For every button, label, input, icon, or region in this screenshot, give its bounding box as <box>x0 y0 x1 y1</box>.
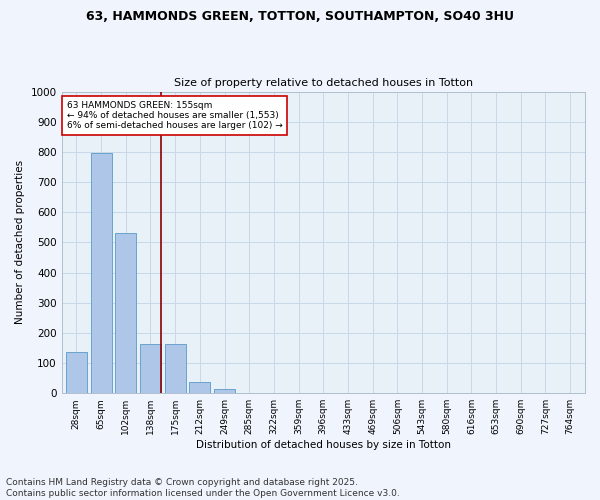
X-axis label: Distribution of detached houses by size in Totton: Distribution of detached houses by size … <box>196 440 451 450</box>
Title: Size of property relative to detached houses in Totton: Size of property relative to detached ho… <box>174 78 473 88</box>
Bar <box>140 344 161 393</box>
Text: 63, HAMMONDS GREEN, TOTTON, SOUTHAMPTON, SO40 3HU: 63, HAMMONDS GREEN, TOTTON, SOUTHAMPTON,… <box>86 10 514 23</box>
Bar <box>66 352 87 393</box>
Text: 63 HAMMONDS GREEN: 155sqm
← 94% of detached houses are smaller (1,553)
6% of sem: 63 HAMMONDS GREEN: 155sqm ← 94% of detac… <box>67 100 283 130</box>
Y-axis label: Number of detached properties: Number of detached properties <box>15 160 25 324</box>
Bar <box>214 390 235 393</box>
Text: Contains HM Land Registry data © Crown copyright and database right 2025.
Contai: Contains HM Land Registry data © Crown c… <box>6 478 400 498</box>
Bar <box>164 344 185 393</box>
Bar <box>190 382 211 393</box>
Bar <box>91 154 112 393</box>
Bar <box>115 234 136 393</box>
